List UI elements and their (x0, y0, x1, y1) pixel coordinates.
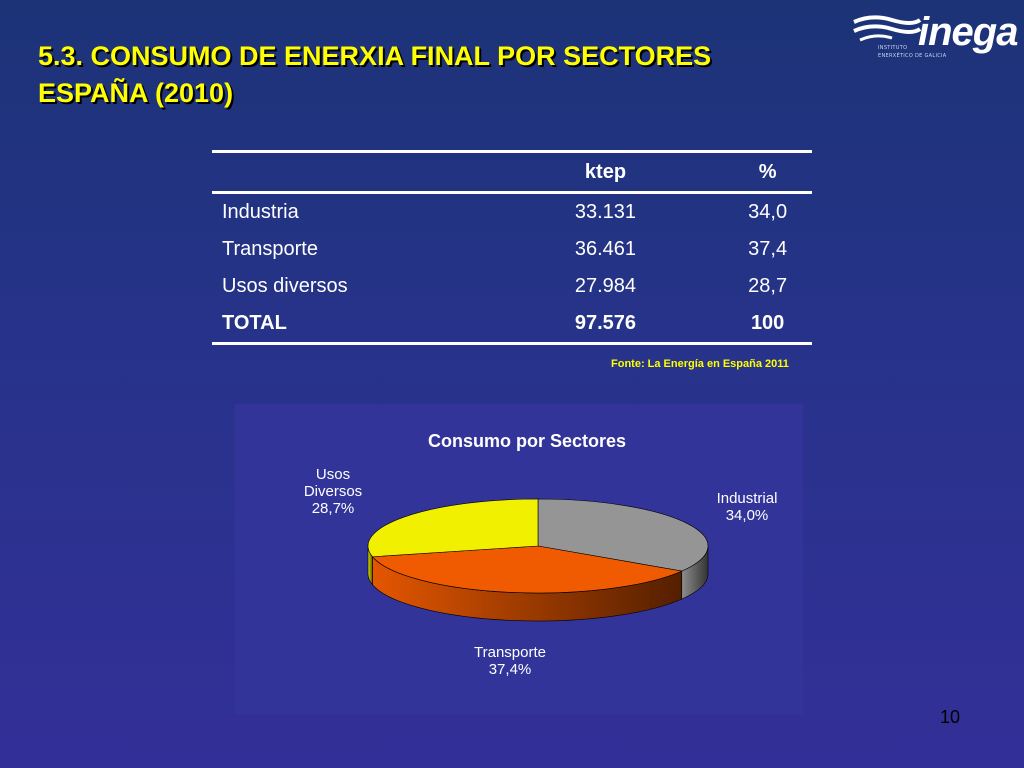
slide-title-line1: 5.3. CONSUMO DE ENERXIA FINAL POR SECTOR… (38, 41, 712, 71)
consumption-table: ktep % Industria 33.131 34,0 Transporte … (212, 150, 812, 345)
pie-label-usos-diversos: Usos Diversos 28,7% (304, 466, 362, 517)
total-label: TOTAL (222, 312, 287, 334)
source-note: Fonte: La Energía en España 2011 (611, 358, 789, 370)
slide-title-line2: ESPAÑA (2010) (38, 78, 234, 108)
pie-label-transporte: Transporte 37,4% (474, 644, 546, 678)
row-label: Usos diversos (222, 275, 348, 297)
pie-slice-usos-diversos (367, 498, 539, 558)
table-row: Transporte 36.461 37,4 (212, 231, 812, 268)
slide-title: 5.3. CONSUMO DE ENERXIA FINAL POR SECTOR… (38, 38, 868, 112)
wave-logo-icon (853, 15, 922, 42)
pie-slice-industrial (537, 498, 709, 572)
row-ktep: 27.984 (574, 275, 637, 297)
row-label: Transporte (222, 238, 318, 260)
logo-subtitle-line1: INSTITUTO (878, 45, 908, 51)
header-percent: % (758, 160, 777, 183)
logo-subtitle-line2: ENERXÉTICO DE GALICIA (878, 53, 947, 59)
logo-wordmark: inega (918, 10, 1018, 54)
header-sector (212, 152, 488, 193)
table-header-row: ktep % (212, 151, 812, 193)
pie-chart-panel: Consumo por Sectores Industrial 34,0% Trans… (235, 404, 803, 714)
header-ktep: ktep (584, 160, 627, 183)
pie-chart: Consumo por Sectores Industrial 34,0% Trans… (304, 431, 778, 678)
row-ktep: 33.131 (574, 201, 637, 223)
row-percent: 37,4 (748, 238, 788, 260)
row-percent: 34,0 (748, 201, 788, 223)
pie-label-industrial: Industrial 34,0% (717, 490, 778, 524)
table-total-row: TOTAL 97.576 100 (212, 305, 812, 344)
page-number: 10 (940, 707, 961, 727)
table-row: Industria 33.131 34,0 (212, 193, 812, 232)
inega-logo: inega INSTITUTO ENERXÉTICO DE GALICIA (852, 10, 1018, 62)
total-ktep: 97.576 (574, 312, 637, 334)
row-ktep: 36.461 (574, 238, 637, 260)
pie-slice-transporte (371, 545, 683, 594)
table-row: Usos diversos 27.984 28,7 (212, 268, 812, 305)
total-percent: 100 (750, 312, 785, 334)
row-percent: 28,7 (748, 275, 788, 297)
chart-title: Consumo por Sectores (428, 431, 626, 451)
row-label: Industria (222, 201, 299, 223)
